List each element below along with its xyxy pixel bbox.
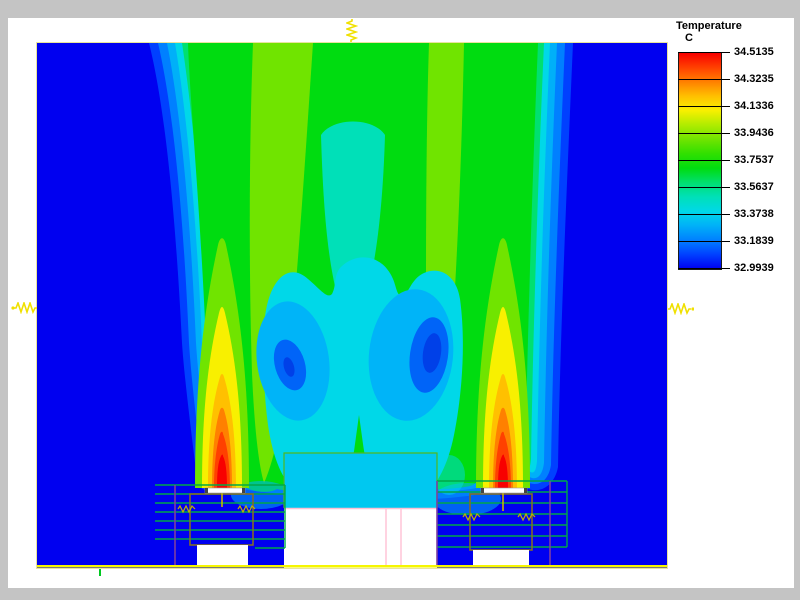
bottom-boundary-line — [37, 565, 667, 568]
legend-tick-label: 33.9436 — [734, 127, 774, 139]
legend-tick-line — [678, 133, 730, 134]
legend-unit: C — [685, 32, 693, 44]
assembly-right — [436, 480, 568, 567]
legend-title: Temperature — [676, 20, 742, 32]
legend-tick-line — [678, 187, 730, 188]
legend-tick-label: 34.3235 — [734, 73, 774, 85]
legend-tick-line — [678, 241, 730, 242]
legend-tick-line — [678, 214, 730, 215]
legend-tick-label: 33.1839 — [734, 235, 774, 247]
flow-resistance-icon-left — [11, 302, 37, 314]
legend-tick-label: 34.5135 — [734, 46, 774, 58]
heatsink-plate-right — [480, 487, 528, 494]
flow-resistance-icon-right — [668, 303, 694, 315]
legend-tick-line — [678, 79, 730, 80]
recirculation-zones — [231, 257, 501, 515]
legend-tick-line — [678, 160, 730, 161]
temperature-contour-plot — [36, 42, 668, 569]
plume-left — [195, 238, 249, 488]
legend-tick-label: 33.7537 — [734, 154, 774, 166]
legend-tick-line — [678, 52, 730, 53]
legend-tick-label: 32.9939 — [734, 262, 774, 274]
grid-tick-marker — [99, 569, 101, 576]
assembly-left — [155, 484, 286, 567]
heatsink-plate-left — [204, 487, 246, 494]
legend-tick-line — [678, 268, 730, 269]
legend-tick-label: 34.1336 — [734, 100, 774, 112]
legend-color-bar — [678, 52, 722, 270]
heat-exchanger-core — [283, 452, 438, 568]
legend-tick-label: 33.5637 — [734, 181, 774, 193]
legend-tick-line — [678, 106, 730, 107]
contour-field-svg — [37, 43, 667, 568]
flow-resistance-icon-top — [346, 19, 358, 43]
legend-tick-label: 33.3738 — [734, 208, 774, 220]
temperature-legend: Temperature C 34.5135 34.3235 34.1336 33.94… — [672, 20, 796, 302]
